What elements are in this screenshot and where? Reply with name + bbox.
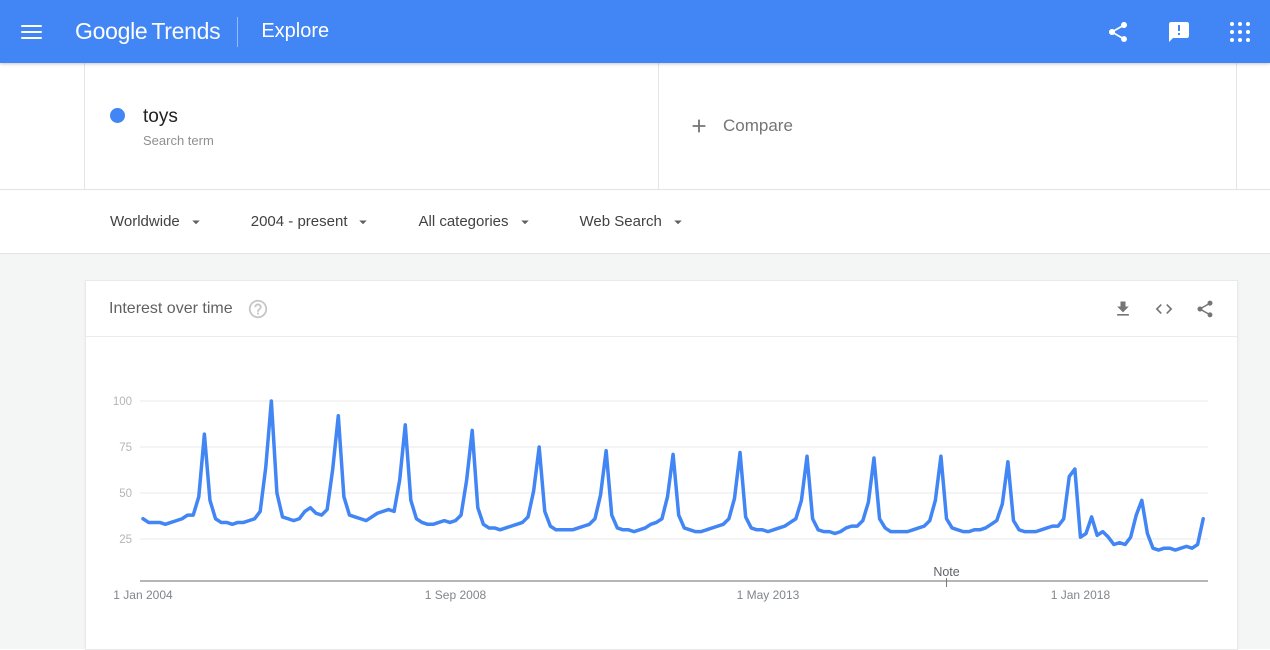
y-axis-tick-label: 100 [113,396,132,408]
x-axis-tick-label: 1 Jan 2018 [1051,588,1111,602]
main-content: Interest over time 25 50 75 100 1 Jan 2004 1 … [0,254,1270,650]
terms-left-spacer [0,63,85,189]
google-trends-logo[interactable]: Google Trends [75,18,221,45]
app-header: Google Trends Explore [0,0,1270,63]
chart-actions [1113,299,1215,319]
share-icon[interactable] [1195,299,1215,319]
compare-label: Compare [723,116,793,135]
logo-primary: Google [75,18,148,44]
search-terms-section: toys Search term Compare [0,63,1270,190]
help-icon[interactable] [247,298,269,320]
chart-title: Interest over time [109,299,233,317]
y-axis-tick-label: 25 [119,534,132,546]
chevron-down-icon [520,220,529,224]
chevron-down-icon [674,220,682,224]
filter-search-type-label: Web Search [579,213,662,230]
search-term-sublabel: Search term [143,132,214,148]
share-icon[interactable] [1106,20,1130,44]
trend-line-toys[interactable] [141,399,1205,552]
embed-icon[interactable] [1154,299,1174,319]
filter-category-label: All categories [418,213,509,230]
x-axis-tick-label: 1 Jan 2004 [113,588,173,602]
plus-icon [692,119,706,133]
search-term-label: toys [143,105,178,127]
interest-over-time-chart[interactable]: 25 50 75 100 1 Jan 2004 1 Sep 2008 1 May 2013 1… [86,337,1237,649]
chevron-down-icon [359,220,368,224]
logo-secondary: Trends [151,18,221,44]
chevron-down-icon [192,220,200,224]
y-axis-tick-label: 50 [119,488,132,500]
filter-region-label: Worldwide [110,213,180,230]
filter-category[interactable]: All categories [418,213,533,231]
y-axis-tick-label: 75 [119,442,132,454]
menu-icon[interactable] [13,13,50,51]
header-divider [237,16,239,47]
chart-body: 25 50 75 100 1 Jan 2004 1 Sep 2008 1 May 2013 1… [86,337,1237,649]
page-title: Explore [261,20,330,42]
chart-card-header: Interest over time [86,281,1237,337]
add-comparison-button[interactable]: Compare [659,63,1237,189]
interest-over-time-card: Interest over time 25 50 75 100 1 Jan 2004 1 … [85,280,1238,650]
filter-bar: Worldwide 2004 - present All categories … [0,190,1270,254]
download-icon[interactable] [1113,299,1133,319]
filter-region[interactable]: Worldwide [110,213,205,231]
feedback-icon[interactable] [1167,20,1191,44]
note-label[interactable]: Note [933,565,959,579]
apps-grid-icon[interactable] [1228,20,1252,44]
terms-right-spacer [1237,63,1270,189]
header-actions [1106,20,1270,44]
filter-search-type[interactable]: Web Search [580,213,687,231]
series-color-dot [110,107,125,123]
search-term-card[interactable]: toys Search term [85,63,659,189]
search-term-text: toys Search term [143,105,214,148]
x-axis-tick-label: 1 Sep 2008 [425,588,487,602]
filter-time-range-label: 2004 - present [250,213,348,230]
filter-time-range[interactable]: 2004 - present [251,213,373,231]
x-axis-tick-label: 1 May 2013 [737,588,800,602]
